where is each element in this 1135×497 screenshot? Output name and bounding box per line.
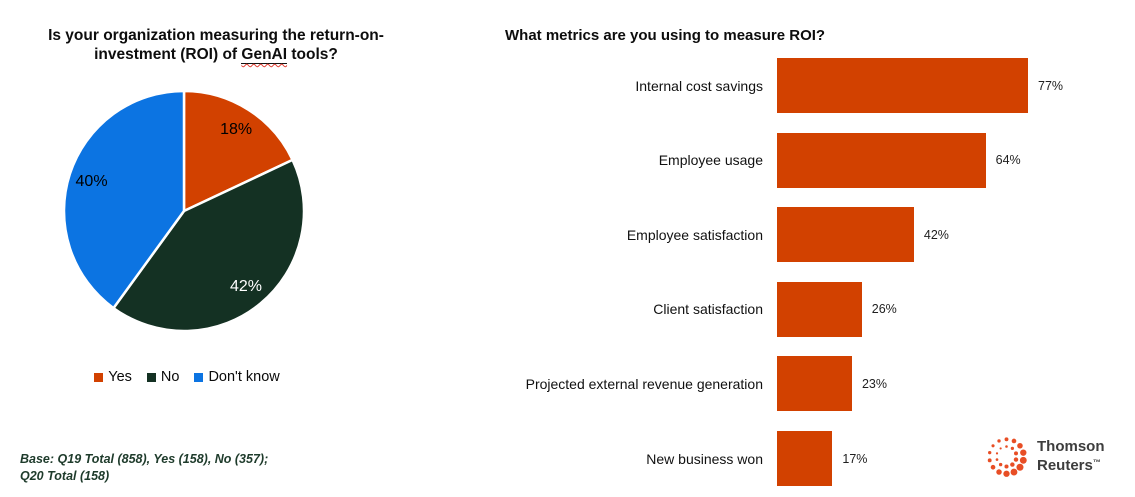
thomson-reuters-logo: Thomson Reuters™	[983, 433, 1105, 480]
bar-category-label: Client satisfaction	[653, 301, 763, 318]
bar-rect	[777, 132, 986, 188]
legend-item-yes: Yes	[94, 369, 132, 385]
pie-slice-no	[112, 158, 306, 333]
logo-dot	[1004, 464, 1009, 469]
bar-value-label: 64%	[995, 153, 1021, 168]
bar-row: New business won 17%	[480, 431, 1135, 486]
base-note-line2: Q20 Total (158)	[20, 469, 110, 483]
logo-dot	[988, 451, 992, 455]
logo-dot	[997, 439, 1001, 443]
legend-swatch	[94, 372, 104, 382]
pie-chart-title: Is your organization measuring the retur…	[10, 26, 422, 64]
logo-dot	[1010, 462, 1015, 467]
pie-slice-value-label: 42%	[230, 278, 262, 295]
bar-value-label: 26%	[871, 302, 897, 317]
bar-category-label: Employee satisfaction	[626, 226, 763, 243]
legend-label: No	[160, 369, 180, 385]
bar-rect	[777, 207, 914, 263]
logo-dot	[1010, 446, 1015, 451]
thomson-reuters-mark-icon	[987, 437, 1027, 477]
thomson-reuters-wordmark: Thomson Reuters™	[1037, 439, 1105, 474]
logo-dot	[1010, 468, 1018, 476]
logo-dot	[1005, 445, 1008, 448]
logo-dot	[987, 458, 992, 463]
bar-category-label: Projected external revenue generation	[525, 375, 763, 392]
pie-slice-value-label: 18%	[220, 121, 252, 138]
pie-title-line2-pre: investment (ROI) of	[94, 45, 242, 63]
logo-dot	[1011, 438, 1017, 444]
bar-row: Internal cost savings 77%	[480, 58, 1135, 113]
bar-rect	[777, 58, 1029, 113]
logo-dot	[1004, 437, 1009, 442]
logo-dot	[1019, 456, 1027, 464]
bar-row: Projected external revenue generation 23%	[480, 356, 1135, 412]
logo-dot	[1017, 442, 1023, 449]
logo-dot	[995, 458, 999, 461]
logo-dot	[1016, 463, 1024, 471]
pie-slice-don-t-know	[62, 89, 186, 310]
pie-title-line1: Is your organization measuring the retur…	[48, 26, 384, 44]
bar-category-label: Internal cost savings	[635, 77, 763, 94]
bar-row: Employee satisfaction 42%	[480, 207, 1135, 263]
pie-slice-value-label: 40%	[76, 173, 108, 190]
legend-swatch	[146, 372, 156, 382]
brand-line2: Reuters	[1037, 457, 1093, 474]
logo-dot	[1003, 470, 1010, 477]
legend-label: Don't know	[208, 369, 280, 385]
pie-chart: 18% 42% 40%	[62, 89, 306, 333]
bar-row: Employee usage 64%	[480, 132, 1135, 188]
bar-category-label: Employee usage	[658, 152, 763, 169]
base-note: Base: Q19 Total (858), Yes (158), No (35…	[20, 451, 268, 485]
legend-item-don-t-know: Don't know	[194, 369, 280, 385]
pie-legend: Yes No Don't know	[2, 369, 372, 385]
logo-dot	[1020, 449, 1027, 456]
bar-value-label: 17%	[842, 451, 868, 466]
logo-dot	[991, 444, 995, 448]
bar-rect	[777, 356, 852, 412]
genai-underlined-word: GenAI	[241, 45, 288, 64]
bar-row: Client satisfaction 26%	[480, 281, 1135, 337]
logo-dot	[995, 452, 999, 455]
logo-dot	[998, 462, 1003, 467]
bar-value-label: 77%	[1038, 78, 1064, 93]
brand-line1: Thomson	[1037, 438, 1105, 455]
pie-slice-yes	[182, 89, 294, 213]
legend-item-no: No	[146, 369, 180, 385]
bar-chart-title: What metrics are you using to measure RO…	[505, 27, 826, 45]
logo-dot	[1013, 457, 1019, 462]
legend-label: Yes	[108, 369, 132, 385]
pie-title-line2-post: tools?	[287, 45, 338, 63]
bar-rect	[777, 431, 833, 486]
brand-trademark: ™	[1092, 458, 1101, 467]
logo-dot	[1014, 451, 1018, 456]
logo-dot	[999, 447, 1002, 450]
legend-swatch	[194, 372, 204, 382]
bar-rect	[777, 281, 862, 337]
logo-dot	[990, 464, 996, 470]
bar-value-label: 23%	[861, 376, 887, 391]
bar-category-label: New business won	[646, 450, 763, 467]
bar-value-label: 42%	[923, 227, 949, 242]
logo-dot	[996, 469, 1002, 475]
base-note-line1: Base: Q19 Total (858), Yes (158), No (35…	[20, 452, 269, 466]
